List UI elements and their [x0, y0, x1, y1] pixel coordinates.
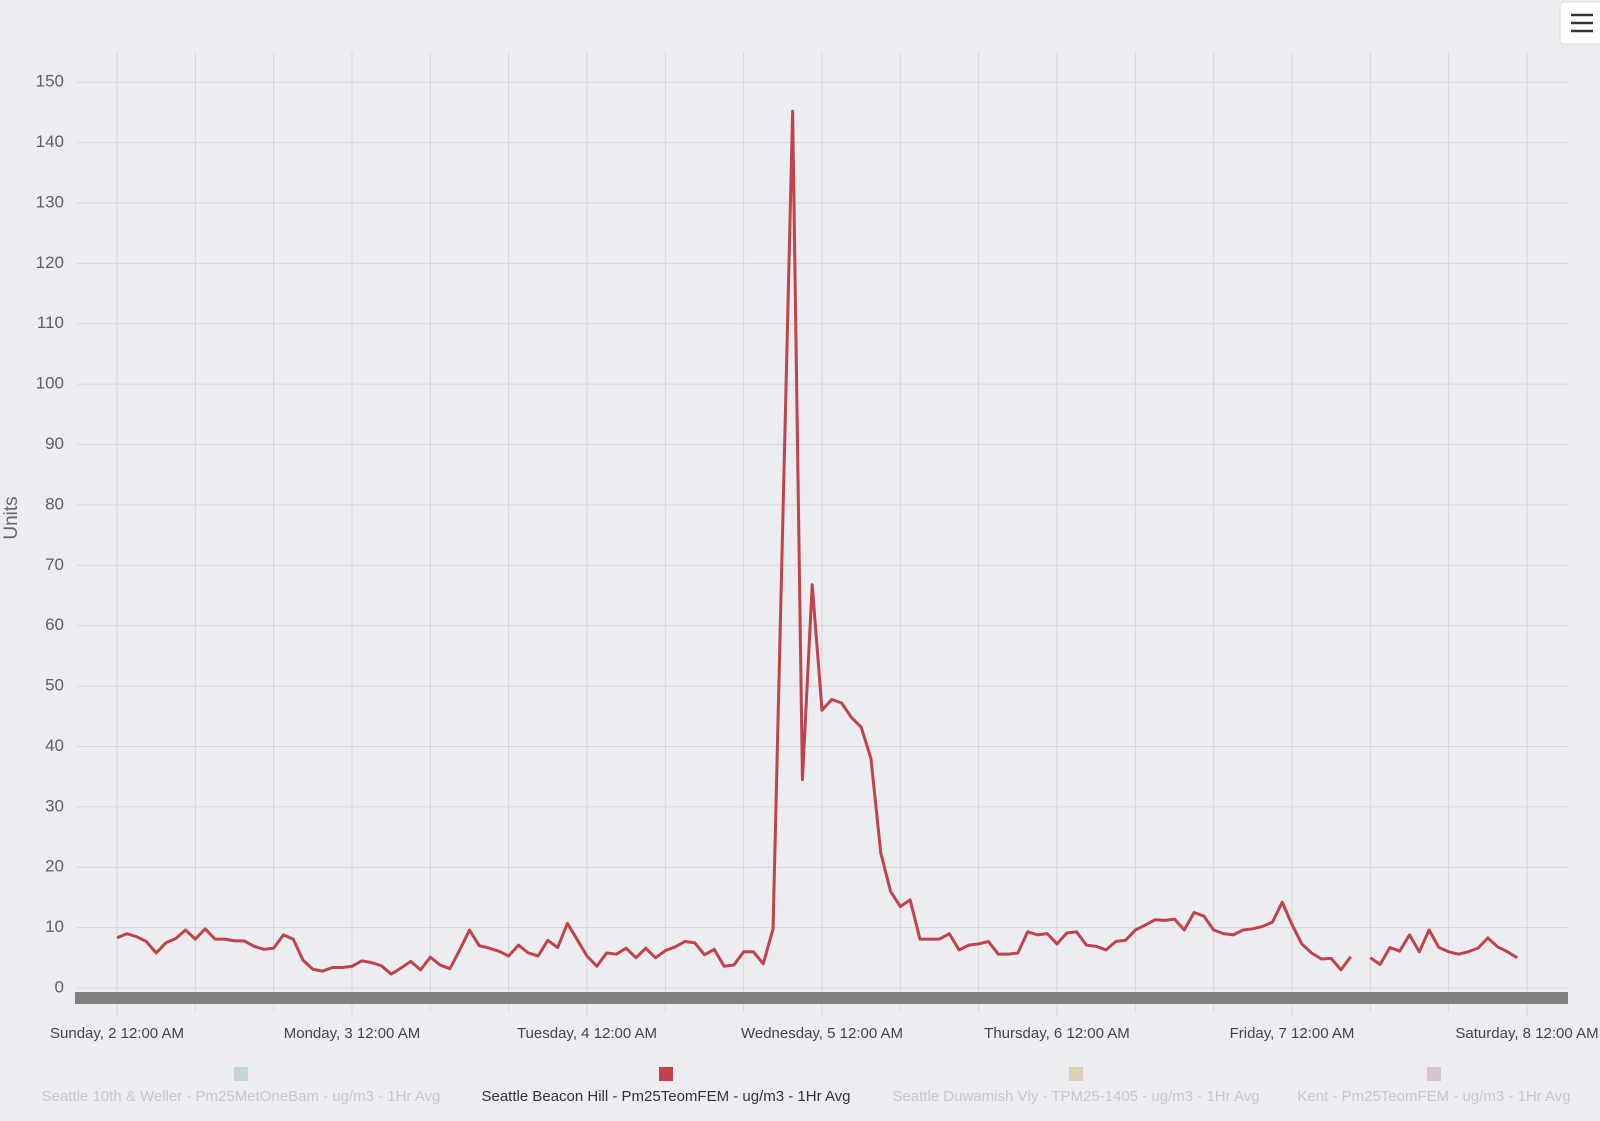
series-line: [1369, 928, 1518, 966]
y-tick-label: 110: [37, 313, 64, 332]
legend-label[interactable]: Seattle Duwamish Vly - TPM25-1405 - ug/m…: [892, 1088, 1259, 1105]
legend-label[interactable]: Kent - Pm25TeomFEM - ug/m3 - 1Hr Avg: [1297, 1088, 1570, 1105]
x-tick-label: Monday, 3 12:00 AM: [284, 1025, 420, 1042]
y-tick-label: 60: [45, 615, 64, 634]
series-line: [116, 109, 1352, 976]
y-tick-label: 120: [36, 253, 64, 272]
y-tick-label: 80: [45, 494, 64, 513]
y-tick-label: 50: [45, 676, 64, 695]
x-tick-label: Thursday, 6 12:00 AM: [984, 1025, 1130, 1042]
menu-button[interactable]: [1559, 1, 1600, 45]
y-axis-title: Units: [1, 496, 22, 539]
legend-label[interactable]: Seattle Beacon Hill - Pm25TeomFEM - ug/m…: [481, 1088, 850, 1105]
y-tick-label: 140: [36, 132, 64, 151]
x-tick-label: Friday, 7 12:00 AM: [1230, 1025, 1355, 1042]
y-tick-label: 0: [55, 977, 64, 996]
y-tick-label: 20: [45, 857, 64, 876]
x-tick-label: Wednesday, 5 12:00 AM: [741, 1025, 903, 1042]
y-tick-label: 100: [36, 374, 64, 393]
legend-marker[interactable]: [234, 1067, 248, 1081]
y-tick-label: 90: [45, 434, 64, 453]
x-tick-label: Tuesday, 4 12:00 AM: [517, 1025, 657, 1042]
x-tick-label: Sunday, 2 12:00 AM: [50, 1025, 184, 1042]
y-tick-label: 70: [45, 555, 64, 574]
legend-marker[interactable]: [1069, 1067, 1083, 1081]
legend-marker[interactable]: [1427, 1067, 1441, 1081]
navigator-bar: [75, 992, 1568, 1004]
y-tick-label: 130: [36, 192, 64, 211]
y-tick-label: 10: [45, 917, 64, 936]
x-tick-label: Saturday, 8 12:00 AM: [1455, 1025, 1598, 1042]
y-tick-label: 150: [36, 72, 64, 91]
legend-marker[interactable]: [659, 1067, 673, 1081]
legend-label[interactable]: Seattle 10th & Weller - Pm25MetOneBam - …: [42, 1088, 441, 1105]
y-tick-label: 40: [45, 736, 64, 755]
y-tick-label: 30: [45, 796, 64, 815]
